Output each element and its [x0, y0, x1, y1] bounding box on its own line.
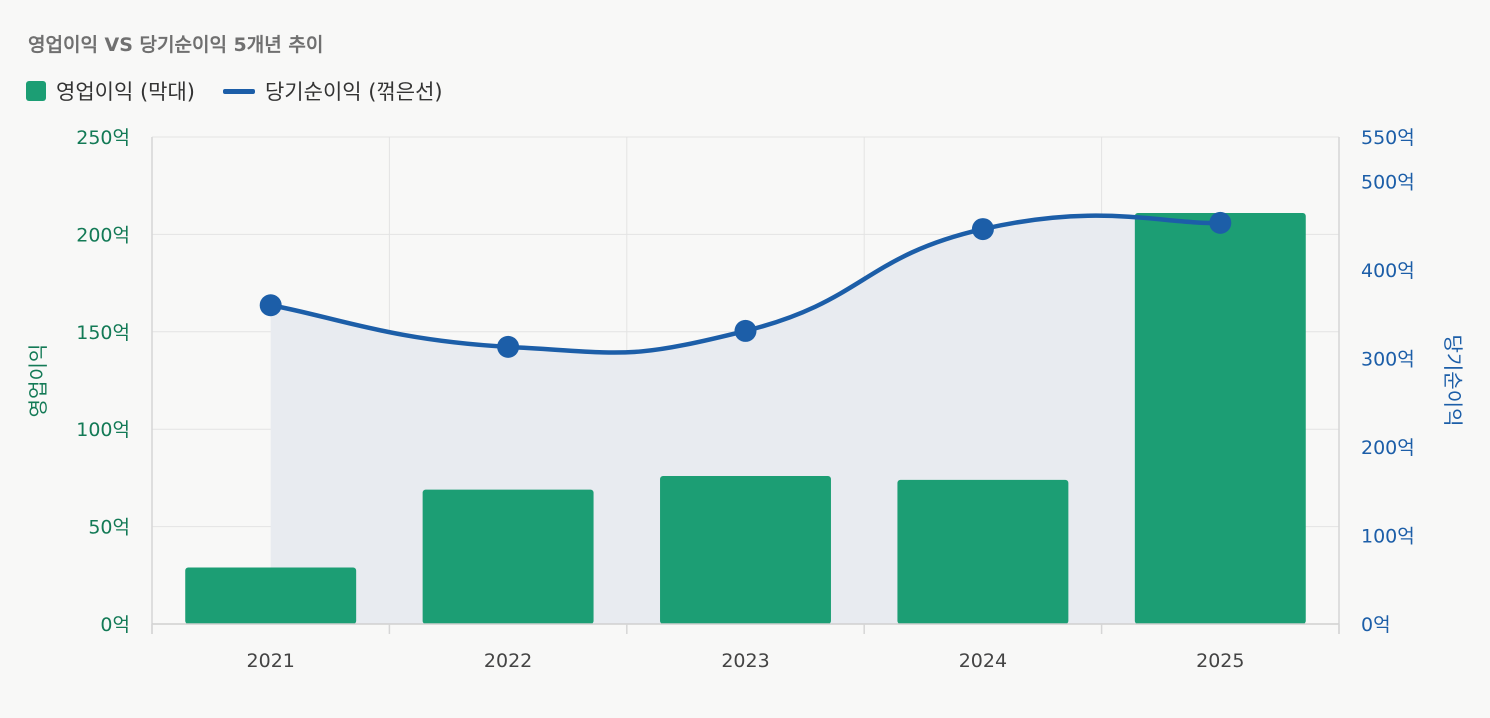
- x-tick-label: 2022: [484, 650, 532, 672]
- x-tick-label: 2024: [959, 650, 1007, 672]
- point-2024: [971, 218, 994, 241]
- point-2025: [1209, 211, 1232, 234]
- y-left-tick-labels: 0억 50억 100억 150억 200억 250억: [76, 127, 130, 636]
- y-left-axis-label: 영업이익: [26, 344, 50, 418]
- point-2021: [259, 294, 282, 317]
- point-2023: [734, 319, 757, 342]
- y-right-tick-label: 500억: [1361, 171, 1415, 193]
- x-tick-label: 2023: [721, 650, 769, 672]
- bar-2023: [660, 475, 831, 624]
- y-right-tick-labels: 0억 100억 200억 300억 400억 500억 550억: [1361, 127, 1415, 636]
- y-left-tick-label: 250억: [76, 127, 130, 149]
- chart-title: 영업이익 VS 당기순이익 5개년 추이: [28, 34, 324, 56]
- y-left-tick-label: 100억: [76, 419, 130, 441]
- legend-swatch-bar: [26, 81, 46, 101]
- bar-2024: [897, 479, 1069, 624]
- bar-2025: [1134, 212, 1306, 625]
- bar-series: [185, 212, 1306, 625]
- legend-item-operating-profit[interactable]: 영업이익 (막대): [26, 76, 195, 106]
- x-tick-label: 2021: [247, 650, 295, 672]
- point-2022: [497, 335, 520, 358]
- y-right-tick-label: 100억: [1361, 525, 1415, 547]
- y-right-tick-label: 400억: [1361, 260, 1415, 282]
- x-tick-label: 2025: [1196, 650, 1244, 672]
- y-right-tick-label: 550억: [1361, 127, 1415, 149]
- legend-label-operating-profit: 영업이익 (막대): [56, 80, 195, 104]
- legend: 영업이익 (막대) 당기순이익 (꺾은선): [26, 76, 471, 106]
- y-left-tick-label: 150억: [76, 322, 130, 344]
- bar-2022: [422, 489, 594, 624]
- legend-swatch-line: [222, 88, 255, 94]
- y-left-tick-label: 200억: [76, 224, 130, 246]
- bar-2021: [185, 567, 357, 624]
- y-right-tick-label: 0억: [1361, 614, 1391, 636]
- y-left-tick-label: 0억: [100, 614, 130, 636]
- y-left-tick-label: 50억: [88, 517, 130, 539]
- y-right-axis-label: 당기순이익: [1441, 335, 1465, 427]
- y-right-tick-label: 200억: [1361, 437, 1415, 459]
- legend-item-net-income[interactable]: 당기순이익 (꺾은선): [222, 76, 443, 106]
- legend-label-net-income: 당기순이익 (꺾은선): [264, 80, 443, 104]
- y-right-tick-label: 300억: [1361, 348, 1415, 370]
- line-points: [259, 211, 1232, 358]
- x-tick-labels: 2021 2022 2023 2024 2025: [247, 650, 1245, 672]
